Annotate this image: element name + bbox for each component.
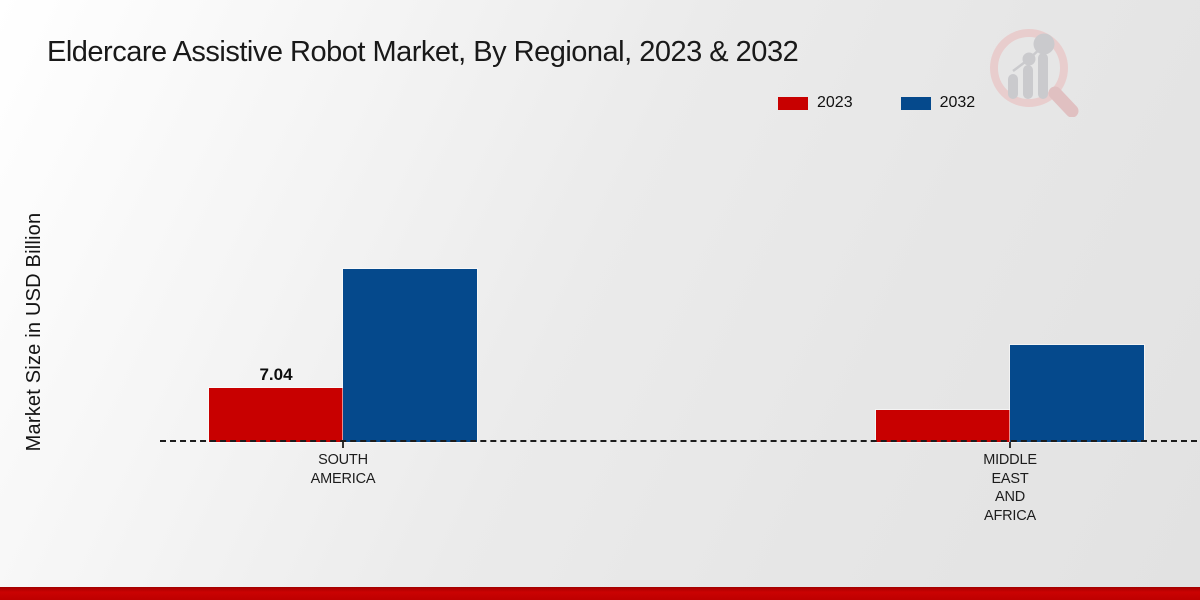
legend-item-2023: 2023 <box>778 94 853 112</box>
x-axis-baseline <box>160 440 1197 442</box>
x-axis-category-label-south-america: SOUTH AMERICA <box>310 452 376 487</box>
x-axis-tick <box>342 442 344 448</box>
bar-2032-middle-east-and-africa <box>1010 345 1144 442</box>
x-axis-category-label-middle-east-and-africa: MIDDLE EAST AND AFRICA <box>983 452 1037 524</box>
bar-2032-south-america <box>343 269 477 442</box>
legend-swatch-icon <box>778 96 808 110</box>
legend: 2023 2032 <box>778 94 975 112</box>
legend-item-2032: 2032 <box>900 94 976 112</box>
x-axis-tick <box>1009 442 1011 448</box>
legend-label: 2032 <box>939 94 976 111</box>
chart-title: Eldercare Assistive Robot Market, By Reg… <box>47 36 799 68</box>
bar-2023-south-america <box>209 388 343 442</box>
magnifier-bar-chart-logo <box>990 29 1079 117</box>
y-axis-label: Market Size in USD Billion <box>23 212 45 452</box>
legend-swatch-icon <box>900 96 931 110</box>
bar-2023-middle-east-and-africa <box>876 410 1010 442</box>
footer-accent-bar <box>0 587 1200 600</box>
bar-value-label: 7.04 <box>259 365 293 384</box>
legend-label: 2023 <box>817 94 853 111</box>
